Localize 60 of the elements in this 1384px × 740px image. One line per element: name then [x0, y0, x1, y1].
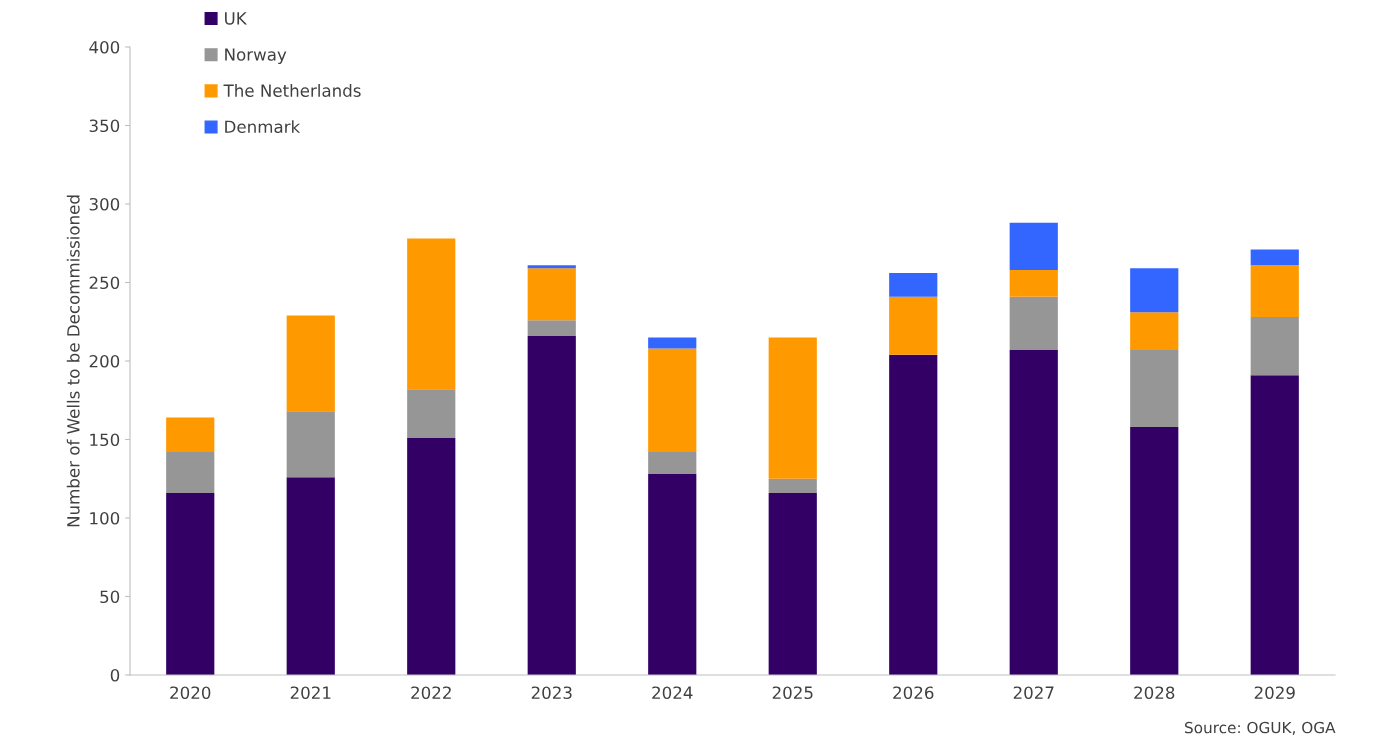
- x-tick-label: 2022: [411, 686, 451, 700]
- legend-label: Denmark: [225, 120, 301, 134]
- bar: [648, 452, 697, 475]
- bar: [1250, 317, 1299, 376]
- y-tick-label: 0: [110, 668, 120, 682]
- bar: [527, 268, 576, 321]
- bar: [1250, 249, 1299, 266]
- bar: [166, 417, 215, 453]
- bar: [1250, 375, 1299, 675]
- y-tick-label: 250: [89, 276, 120, 290]
- bar: [889, 273, 938, 297]
- x-tick-label: 2021: [290, 686, 331, 700]
- x-tick-label: 2024: [652, 686, 693, 700]
- bar: [407, 389, 456, 438]
- y-tick-label: 350: [89, 119, 120, 133]
- y-tick-label: 300: [89, 197, 120, 211]
- bar: [1009, 222, 1058, 270]
- x-tick-label: 2020: [170, 686, 211, 700]
- bar: [407, 437, 456, 675]
- bar: [768, 492, 817, 675]
- bar: [1130, 426, 1179, 675]
- bar: [1250, 265, 1299, 318]
- bar: [407, 238, 456, 390]
- x-tick-label: 2029: [1254, 686, 1295, 700]
- source-note: Source: OGUK, OGA: [1185, 721, 1336, 735]
- bar: [1130, 350, 1179, 427]
- legend-label: UK: [225, 12, 248, 25]
- x-tick-label: 2025: [772, 686, 813, 700]
- y-tick-label: 150: [90, 433, 120, 447]
- bar: [1009, 296, 1058, 351]
- bar: [648, 348, 697, 453]
- y-tick-label: 50: [100, 590, 120, 604]
- bar: [768, 478, 817, 493]
- bar: [889, 354, 938, 675]
- bar: [527, 335, 576, 675]
- legend-label: Norway: [225, 48, 287, 65]
- x-tick-label: 2026: [893, 686, 934, 700]
- bar: [166, 492, 215, 675]
- bar: [286, 477, 335, 675]
- bar: [768, 337, 817, 479]
- bar: [1009, 350, 1058, 675]
- bar: [527, 265, 576, 269]
- y-axis-title: Number of Wells to be Decommissioned: [66, 195, 80, 527]
- bar: [1009, 269, 1058, 297]
- bar: [286, 315, 335, 412]
- y-tick-label: 100: [90, 511, 120, 525]
- bar: [527, 320, 576, 336]
- legend-label: The Netherlands: [223, 84, 361, 97]
- bar: [648, 337, 697, 349]
- x-tick-label: 2028: [1134, 686, 1175, 700]
- bar: [1130, 312, 1179, 351]
- bar: [166, 452, 215, 493]
- bar: [889, 296, 938, 355]
- bar: [286, 411, 335, 478]
- bar: [1130, 268, 1179, 313]
- bar: [648, 474, 697, 675]
- y-tick-label: 400: [89, 40, 120, 54]
- y-tick-label: 200: [89, 354, 120, 368]
- x-tick-label: 2023: [531, 686, 572, 700]
- x-tick-label: 2027: [1013, 686, 1054, 700]
